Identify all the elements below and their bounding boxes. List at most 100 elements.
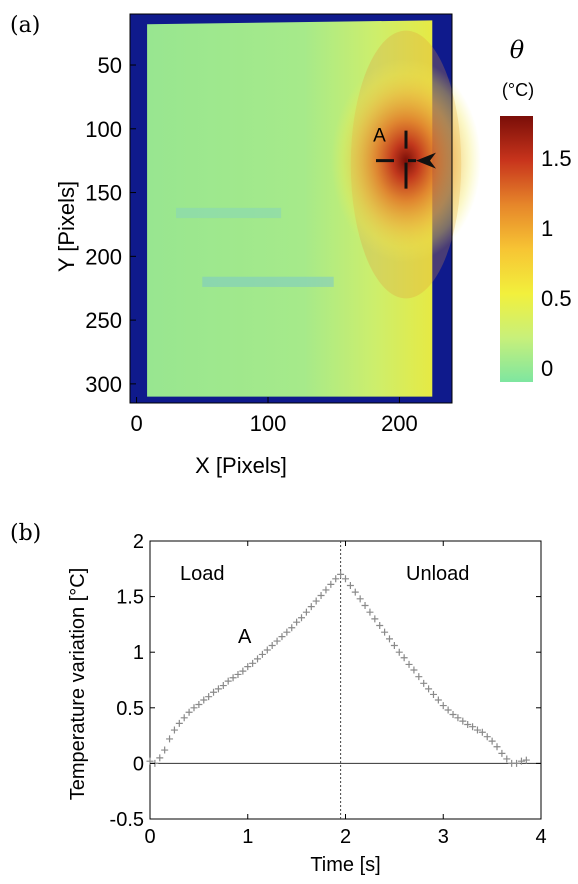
data-point <box>342 575 349 583</box>
data-point <box>244 663 252 671</box>
data-point <box>420 679 428 687</box>
data-point <box>166 735 174 743</box>
data-point <box>346 581 354 589</box>
data-point <box>234 670 242 678</box>
data-point <box>493 743 501 751</box>
data-point <box>214 685 222 693</box>
data-point <box>268 642 276 650</box>
x-axis-label: X [Pixels] <box>195 453 287 478</box>
data-point <box>410 666 418 674</box>
data-point <box>400 654 408 662</box>
data-point <box>161 746 169 754</box>
data-point <box>483 733 491 741</box>
data-point <box>425 685 433 693</box>
data-point <box>327 580 335 588</box>
colorbar <box>500 116 533 382</box>
data-point <box>454 714 462 722</box>
y-tick-label: 150 <box>85 181 122 206</box>
data-point <box>322 586 330 594</box>
data-point <box>429 690 437 698</box>
data-point <box>263 646 271 654</box>
data-point <box>278 633 286 641</box>
data-point <box>312 597 320 605</box>
axes-frame <box>129 13 453 404</box>
data-point <box>356 595 364 603</box>
data-point <box>185 708 193 716</box>
data-point <box>415 673 423 681</box>
colorbar-unit: (°C) <box>502 80 534 100</box>
data-point <box>473 726 481 734</box>
y-tick-label: 1.5 <box>116 587 144 609</box>
data-point <box>361 601 369 609</box>
data-point <box>513 759 521 767</box>
y-tick-label: 0 <box>133 753 144 775</box>
data-point <box>503 755 511 763</box>
data-point <box>249 659 257 667</box>
y-tick-label: 1 <box>133 642 144 664</box>
data-point <box>317 591 325 599</box>
data-point <box>254 655 262 663</box>
data-point <box>459 717 467 725</box>
data-point <box>239 667 247 675</box>
crosshair-marker <box>376 130 416 189</box>
cool-band <box>176 207 282 219</box>
y-tick-label: 250 <box>85 308 122 333</box>
data-point <box>288 624 296 632</box>
colorbar-tick-label: 1.5 <box>541 146 572 171</box>
y-tick-label: 300 <box>85 372 122 397</box>
data-point <box>385 635 393 643</box>
data-point <box>190 704 198 712</box>
x-tick-label: 0 <box>130 411 142 436</box>
data-point <box>293 618 301 626</box>
colorbar-tick-label: 1 <box>541 216 553 241</box>
x-axis-label: Time [s] <box>310 854 380 876</box>
data-point <box>307 603 315 611</box>
point-a-label: A <box>238 626 252 648</box>
pointer-arrow <box>416 152 436 169</box>
data-point <box>517 757 525 765</box>
data-point <box>434 696 442 704</box>
data-point <box>170 726 178 734</box>
load-label: Load <box>180 563 225 585</box>
data-point <box>298 614 306 622</box>
x-tick-label: 1 <box>242 826 253 848</box>
data-point <box>351 588 359 596</box>
data-point <box>478 728 486 736</box>
data-point <box>180 714 188 722</box>
y-tick-label: 100 <box>85 117 122 142</box>
data-point <box>488 737 496 745</box>
y-axis-label: Temperature variation [°C] <box>67 568 89 801</box>
x-tick-label: 2 <box>340 826 351 848</box>
data-point <box>175 719 183 727</box>
data-point <box>469 723 477 731</box>
data-point <box>444 706 452 714</box>
panel-label-a: (a) <box>10 13 40 38</box>
x-tick-label: 0 <box>144 826 155 848</box>
data-point <box>200 696 208 704</box>
panel-label-b: (b) <box>10 521 41 546</box>
y-tick-label: 50 <box>98 53 122 78</box>
colorbar-symbol: θ <box>510 36 525 64</box>
data-point <box>395 648 403 656</box>
unload-label: Unload <box>406 563 469 585</box>
data-point <box>405 660 413 668</box>
data-point <box>229 674 237 682</box>
data-point <box>258 650 266 658</box>
y-tick-label: -0.5 <box>110 809 144 831</box>
hotspot-region <box>331 58 481 263</box>
data-point <box>156 754 164 762</box>
x-tick-label: 100 <box>250 411 287 436</box>
data-point <box>273 637 281 645</box>
y-axis-label: Y [Pixels] <box>54 181 79 272</box>
data-point <box>522 756 530 764</box>
data-point <box>381 628 389 636</box>
y-tick-label: 0.5 <box>116 698 144 720</box>
cool-band <box>202 276 334 287</box>
y-tick-label: 200 <box>85 244 122 269</box>
data-point <box>464 720 472 728</box>
data-point <box>210 688 218 696</box>
colorbar-tick-label: 0 <box>541 356 553 381</box>
x-tick-label: 3 <box>438 826 449 848</box>
data-point <box>219 682 227 690</box>
data-point <box>224 677 232 685</box>
